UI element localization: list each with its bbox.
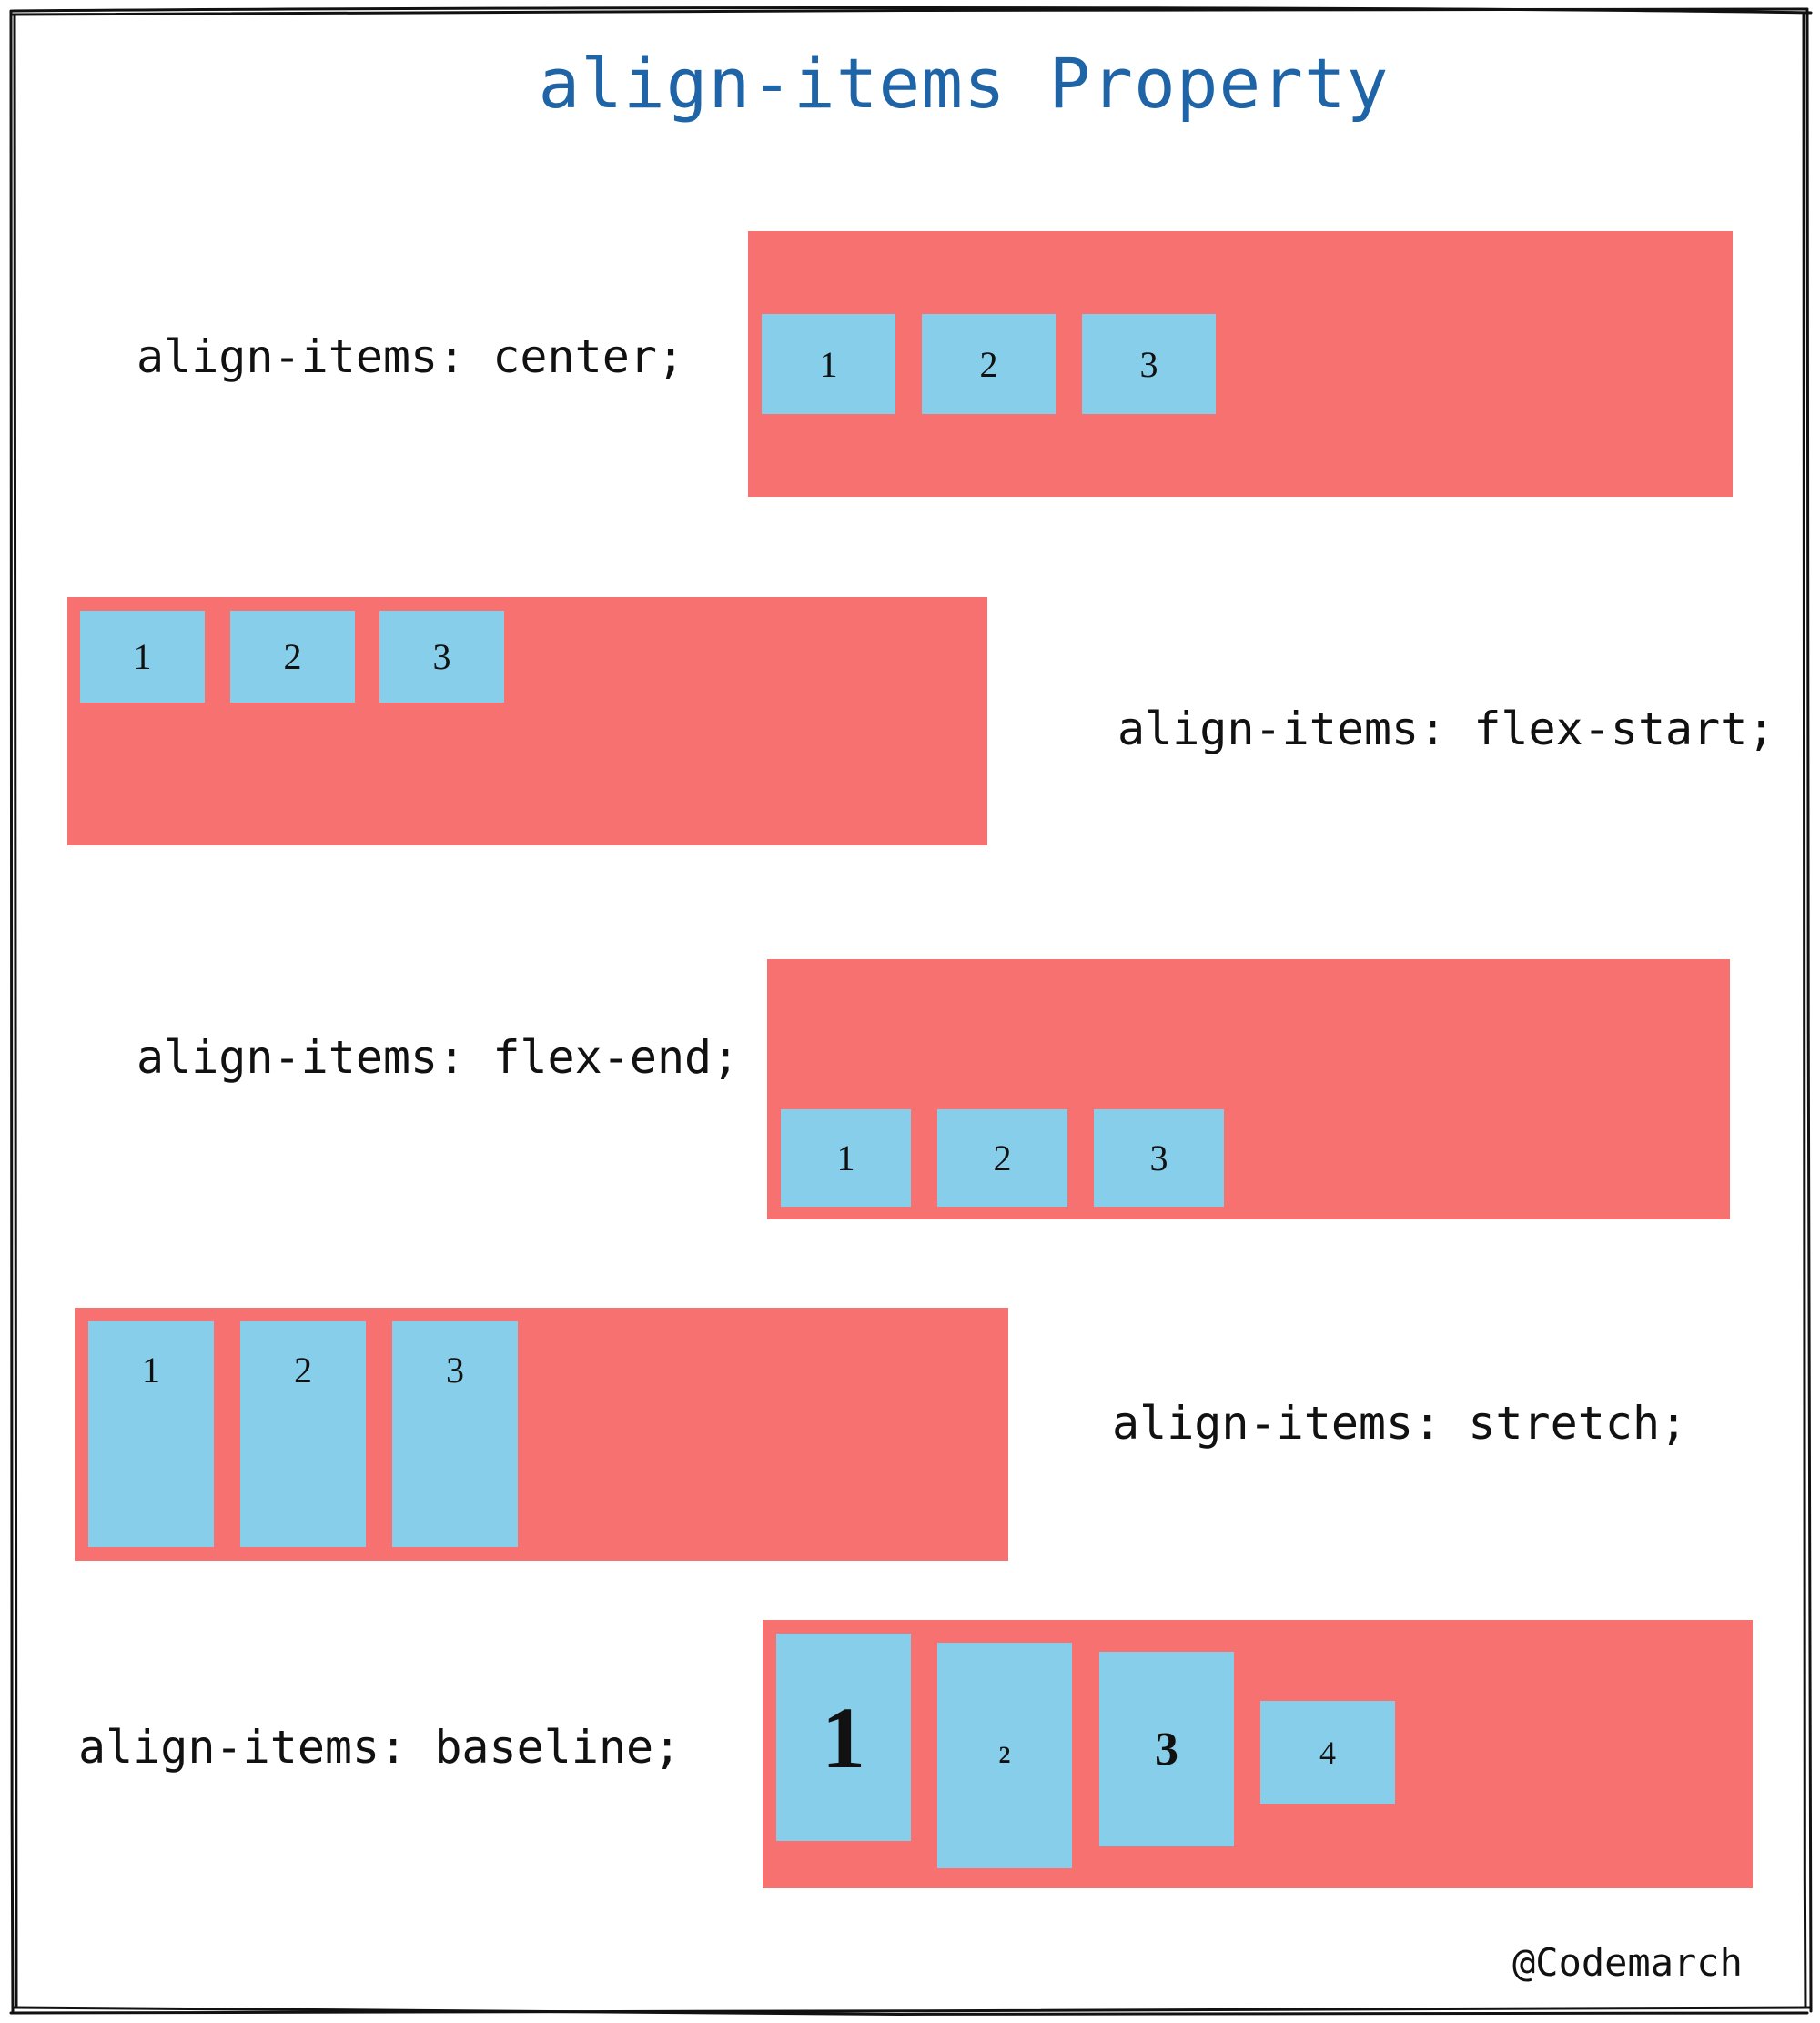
flex-container-baseline: 1 2 3 4 xyxy=(763,1620,1753,1888)
flex-item: 2 xyxy=(230,611,355,703)
flex-item: 1 xyxy=(80,611,205,703)
flex-item: 3 xyxy=(392,1321,518,1547)
label-align-center: align-items: center; xyxy=(136,330,685,383)
label-align-stretch: align-items: stretch; xyxy=(1112,1397,1688,1450)
flex-item: 3 xyxy=(1094,1109,1224,1207)
flex-item: 2 xyxy=(937,1643,1072,1868)
label-align-flex-end: align-items: flex-end; xyxy=(136,1031,740,1084)
label-align-baseline: align-items: baseline; xyxy=(78,1721,682,1774)
flex-item: 3 xyxy=(379,611,504,703)
flex-item: 3 xyxy=(1082,314,1216,414)
flex-item: 2 xyxy=(937,1109,1067,1207)
page-title: align-items Property xyxy=(538,43,1390,124)
flex-item: 1 xyxy=(762,314,895,414)
flex-container-center: 1 2 3 xyxy=(748,231,1733,497)
flex-item: 1 xyxy=(781,1109,911,1207)
flex-container-flex-start: 1 2 3 xyxy=(67,597,987,845)
flex-item: 3 xyxy=(1099,1652,1234,1846)
flex-item: 2 xyxy=(922,314,1056,414)
flex-item: 1 xyxy=(776,1634,911,1841)
flex-item: 4 xyxy=(1260,1701,1395,1804)
flex-item: 2 xyxy=(240,1321,366,1547)
flex-item: 1 xyxy=(88,1321,214,1547)
flex-container-flex-end: 1 2 3 xyxy=(767,959,1730,1219)
label-align-flex-start: align-items: flex-start; xyxy=(1117,703,1775,755)
author-signature: @Codemarch xyxy=(1512,1940,1743,1985)
flex-container-stretch: 1 2 3 xyxy=(75,1308,1008,1561)
